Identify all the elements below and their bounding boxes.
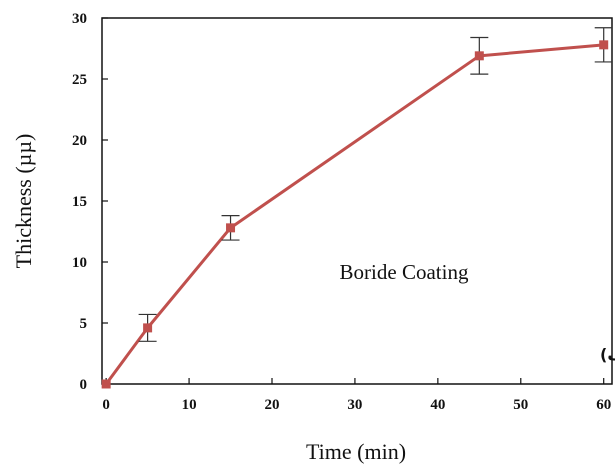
x-tick-label: 50 (513, 397, 528, 413)
x-tick-label: 30 (347, 397, 362, 413)
data-point (226, 223, 236, 233)
x-tick-label: 60 (596, 397, 611, 413)
data-point (143, 323, 153, 333)
x-axis-title: Time (min) (306, 439, 406, 464)
y-tick-label: 0 (80, 377, 88, 393)
series-line (104, 43, 604, 385)
y-tick-label: 5 (80, 316, 88, 332)
y-tick-label: 10 (72, 255, 87, 271)
panel-label: (الف) (600, 345, 615, 364)
x-tick-label: 0 (102, 397, 110, 413)
y-tick-label: 30 (72, 11, 87, 27)
plot-frame (101, 17, 613, 385)
y-axis-title: Thickness (µµ) (11, 134, 36, 269)
x-axis: 0 10 20 30 40 50 60 (102, 378, 611, 413)
data-point (474, 51, 484, 61)
y-tick-label: 25 (72, 72, 87, 88)
series-layer (101, 27, 613, 389)
y-tick-label: 20 (72, 133, 87, 149)
y-axis: 0 5 10 15 20 25 30 (72, 11, 108, 393)
y-tick-label: 15 (72, 194, 87, 210)
annotation-boride-coating: Boride Coating (340, 260, 469, 284)
data-point (101, 379, 111, 389)
data-point (599, 40, 609, 50)
x-tick-label: 20 (265, 397, 280, 413)
x-tick-label: 10 (182, 397, 197, 413)
x-tick-label: 40 (430, 397, 445, 413)
